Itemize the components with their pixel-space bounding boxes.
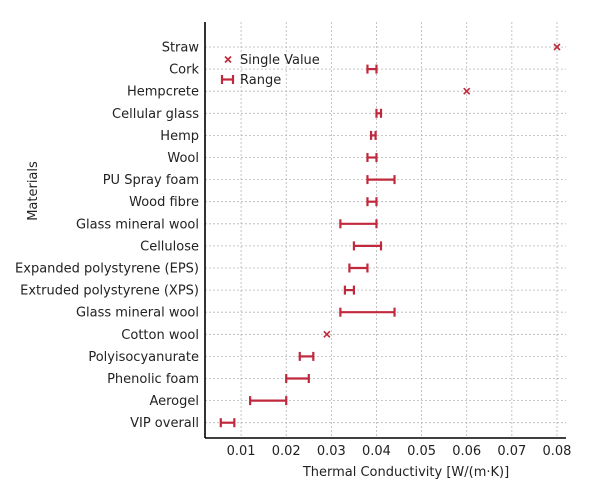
legend: Single Value Range <box>220 53 320 88</box>
y-axis-title: Materials <box>26 161 41 221</box>
grid <box>205 22 566 438</box>
x-tick-label: 0.07 <box>497 444 526 459</box>
category-label: Polyisocyanurate <box>88 350 199 365</box>
x-tick-label: 0.01 <box>227 444 256 459</box>
legend-range-label: Range <box>240 73 281 88</box>
range-bar <box>366 153 378 162</box>
category-label: Cellular glass <box>112 107 199 122</box>
x-tick-label: 0.08 <box>542 444 571 459</box>
category-label: Glass mineral wool <box>76 217 199 232</box>
range-bar <box>249 396 288 406</box>
single-value-marker <box>323 330 331 338</box>
legend-range-marker <box>220 75 235 84</box>
category-labels: Straw Cork Hempcrete Cellular glass Hemp Wool… <box>15 41 199 432</box>
range-bar <box>339 307 396 317</box>
range-bar <box>219 418 236 428</box>
data-marks <box>219 43 561 428</box>
category-label: Expanded polystyrene (EPS) <box>15 262 199 277</box>
range-bar <box>348 263 369 273</box>
x-tick-label: 0.03 <box>317 444 346 459</box>
category-label: Glass mineral wool <box>76 306 199 321</box>
category-label: Phenolic foam <box>107 372 199 387</box>
range-bar <box>343 285 356 295</box>
x-tick-labels: 0.01 0.02 0.03 0.04 0.05 0.06 0.07 0.08 <box>227 444 572 459</box>
category-label: Straw <box>162 41 200 56</box>
x-axis-title: Thermal Conductivity [W/(m·K)] <box>302 465 509 480</box>
category-label: Hempcrete <box>127 85 199 100</box>
category-label: Aerogel <box>149 394 199 409</box>
range-bar <box>298 351 315 361</box>
x-tick-label: 0.04 <box>362 444 391 459</box>
range-bar <box>369 130 377 140</box>
range-bar <box>339 219 378 229</box>
category-label: Hemp <box>160 129 199 144</box>
legend-single-value-label: Single Value <box>240 53 320 68</box>
x-tick-label: 0.02 <box>272 444 301 459</box>
category-label: VIP overall <box>130 416 199 431</box>
category-label: Wood fibre <box>129 195 199 210</box>
category-label: PU Spray foam <box>103 173 199 188</box>
range-bar <box>352 241 383 251</box>
single-value-marker <box>463 87 471 95</box>
single-value-marker <box>553 43 561 51</box>
category-label: Wool <box>167 151 199 166</box>
range-bar <box>366 197 378 207</box>
category-label: Cotton wool <box>121 328 199 343</box>
range-bar <box>285 374 310 383</box>
legend-single-value-marker <box>224 55 232 64</box>
category-label: Cork <box>169 63 199 78</box>
category-label: Cellulose <box>140 239 199 254</box>
category-label: Extruded polystyrene (XPS) <box>20 284 199 299</box>
x-tick-label: 0.06 <box>452 444 481 459</box>
x-tick-label: 0.05 <box>407 444 436 459</box>
range-bar <box>366 175 396 185</box>
range-bar <box>366 64 378 74</box>
range-bar <box>375 108 383 118</box>
